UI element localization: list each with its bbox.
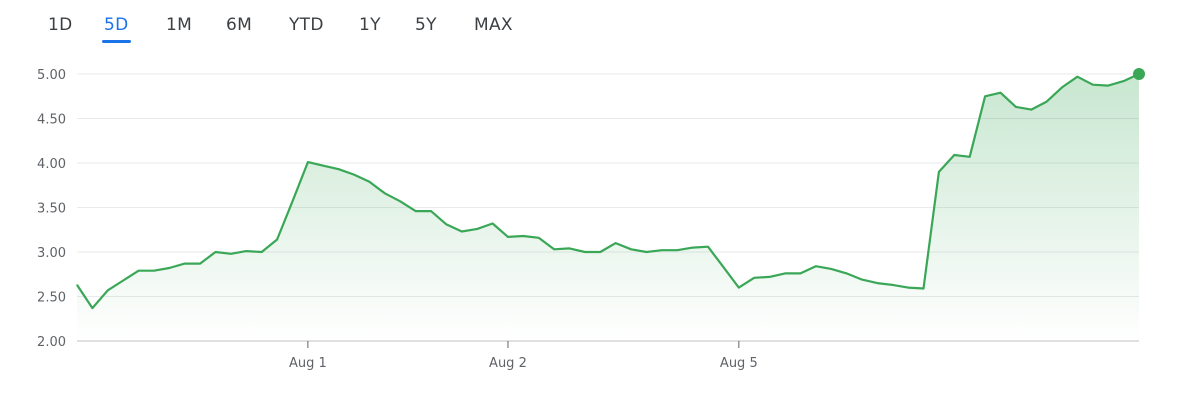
tab-5y[interactable]: 5Y [415,15,437,35]
y-tick-label: 3.50 [37,202,66,217]
data-point [953,154,955,156]
data-point [815,265,817,267]
data-point [445,223,447,225]
x-tick-label: Aug 1 [289,356,327,371]
data-point [476,228,478,230]
data-point [676,249,678,251]
data-point [1046,101,1048,103]
tab-1d[interactable]: 1D [48,15,73,35]
data-point [76,284,78,286]
data-point [276,238,278,241]
data-point [938,171,940,173]
data-point [645,251,648,253]
data-point [214,251,217,253]
data-point [199,263,201,265]
data-point [153,270,155,272]
data-point [907,287,909,289]
data-point [553,248,555,250]
data-point [784,272,786,274]
data-point [922,287,925,290]
data-point [615,242,617,244]
data-point [984,95,986,97]
data-point [184,263,186,265]
data-point [353,174,355,176]
data-point [461,230,463,233]
data-point [168,267,170,269]
data-point [307,161,309,163]
data-point [1030,109,1032,111]
data-point [122,279,124,282]
data-point [830,268,832,270]
data-point [338,168,340,170]
data-point [384,192,386,194]
data-point [846,272,848,274]
data-point [430,210,432,212]
data-point [722,266,725,268]
y-tick-label: 4.00 [37,157,66,172]
data-point [91,307,93,309]
y-tick-label: 3.00 [37,246,66,261]
data-point [507,236,509,238]
data-point [876,282,878,284]
data-point [861,279,863,281]
price-area-fill [77,74,1139,341]
data-point [769,276,771,278]
data-point [568,247,571,249]
x-tick-label: Aug 2 [489,356,527,371]
data-point [138,270,140,272]
tab-ytd[interactable]: YTD [289,15,324,35]
y-tick-label: 4.50 [37,113,66,128]
data-point [753,277,755,279]
data-point [1123,80,1125,82]
y-axis-labels: 5.00 4.50 4.00 3.50 3.00 2.50 2.00 [37,68,66,350]
data-point [107,289,109,291]
y-tick-label: 2.50 [37,291,66,306]
data-point [1092,84,1094,86]
data-point [261,251,263,253]
data-point [291,200,294,202]
data-point [599,251,601,253]
data-point [1015,106,1017,108]
x-axis: Aug 1 Aug 2 Aug 5 [289,341,758,371]
data-point [738,287,740,289]
data-point [799,272,802,274]
data-point [230,253,232,255]
data-point [1061,86,1063,88]
data-point [584,251,586,253]
data-point [707,246,709,248]
data-point [368,181,370,183]
data-point [1076,76,1078,78]
y-tick-label: 5.00 [37,68,66,83]
y-tick-label: 2.00 [37,335,66,350]
tab-max[interactable]: MAX [474,15,513,35]
tab-1m[interactable]: 1M [166,15,193,35]
data-point [399,200,401,202]
data-point [538,237,540,239]
data-point [415,210,417,212]
price-line [76,73,1140,310]
tab-1y[interactable]: 1Y [359,15,381,35]
data-point [492,222,494,225]
data-point [522,235,524,237]
data-point [1107,85,1109,87]
tab-6m[interactable]: 6M [226,15,253,35]
data-point [892,284,894,286]
data-point [661,249,663,251]
data-point [322,165,324,167]
tab-5d[interactable]: 5D [104,15,129,35]
range-tabs: 1D 5D 1M 6M YTD 1Y 5Y MAX [0,0,1200,50]
data-point [245,250,247,252]
active-tab-underline [102,40,131,43]
data-point [630,248,632,250]
data-point [692,247,694,249]
x-tick-label: Aug 5 [720,356,758,371]
data-point [969,156,971,158]
last-price-dot [1133,68,1145,80]
data-point [999,92,1002,94]
